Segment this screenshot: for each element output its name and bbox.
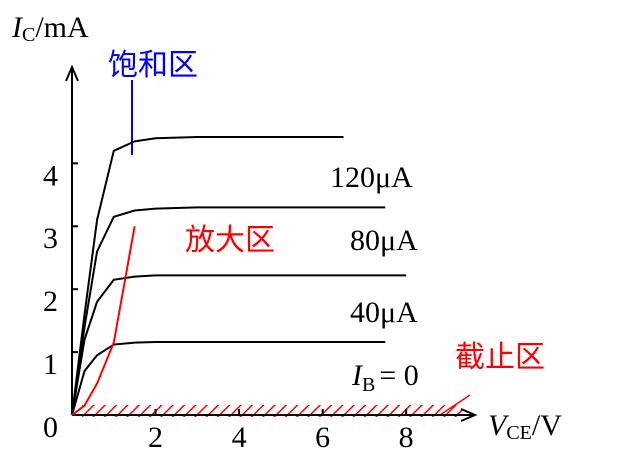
y-tick-label: 3 xyxy=(43,222,58,255)
curve xyxy=(71,226,136,416)
annotation: 40μA xyxy=(350,296,418,329)
curve xyxy=(71,206,386,416)
x-tick-label: 2 xyxy=(148,421,163,454)
x-tick-label: 8 xyxy=(399,421,414,454)
cutoff-label: IB = 0 xyxy=(351,359,419,396)
curve xyxy=(71,274,407,416)
annotation: 饱和区 xyxy=(108,49,198,82)
y-tick-label: 1 xyxy=(43,348,58,381)
annotation: 120μA xyxy=(330,161,413,194)
annotation: 80μA xyxy=(350,224,418,257)
annotation: 截止区 xyxy=(455,341,545,374)
curve xyxy=(71,341,386,416)
annotation: 放大区 xyxy=(185,224,275,257)
cutoff-pointer xyxy=(439,394,471,416)
x-arrow xyxy=(460,408,478,422)
x-tick-label: 4 xyxy=(232,421,247,454)
y-tick-label: 0 xyxy=(43,411,58,444)
x-axis-label: VCE/V xyxy=(488,409,562,444)
y-arrow xyxy=(65,64,79,82)
x-tick-label: 6 xyxy=(315,421,330,454)
y-tick-label: 4 xyxy=(43,159,58,192)
curve xyxy=(71,135,344,416)
y-axis-label: IC/mA xyxy=(11,11,89,46)
y-tick-label: 2 xyxy=(43,285,58,318)
